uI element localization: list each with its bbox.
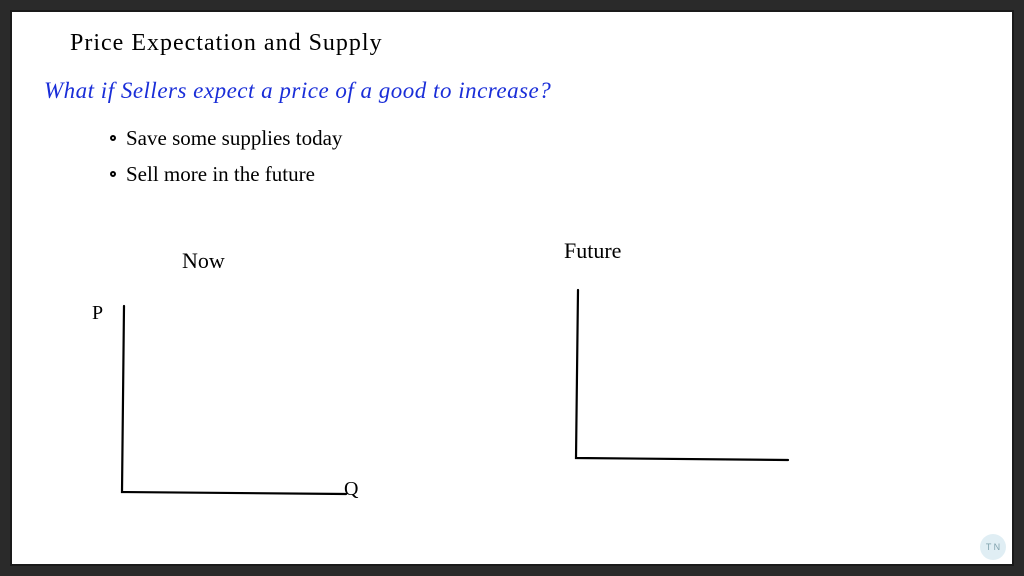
chart-now-axes — [118, 304, 358, 504]
watermark-badge: T N — [980, 534, 1006, 560]
bullet-dot-icon — [110, 171, 116, 177]
question-text: What if Sellers expect a price of a good… — [44, 78, 551, 104]
page-title: Price Expectation and Supply — [70, 30, 383, 57]
bullet-dot-icon — [110, 135, 116, 141]
whiteboard: Price Expectation and Supply What if Sel… — [10, 10, 1014, 566]
bullet-2-label: Sell more in the future — [126, 162, 315, 186]
bullet-item-2: Sell more in the future — [110, 162, 315, 187]
chart-future-title: Future — [564, 238, 621, 264]
bullet-item-1: Save some supplies today — [110, 126, 342, 151]
chart-future-axes — [570, 288, 800, 473]
chart-now-title: Now — [182, 248, 225, 274]
y-axis-label-now: P — [92, 302, 103, 325]
bullet-1-label: Save some supplies today — [126, 126, 342, 150]
